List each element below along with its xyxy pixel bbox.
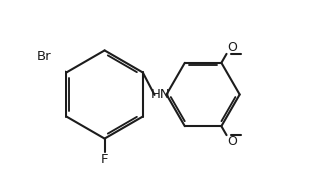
Text: O: O	[227, 136, 237, 149]
Text: Br: Br	[37, 50, 52, 63]
Text: F: F	[101, 153, 108, 166]
Text: HN: HN	[151, 88, 170, 101]
Text: O: O	[227, 40, 237, 53]
